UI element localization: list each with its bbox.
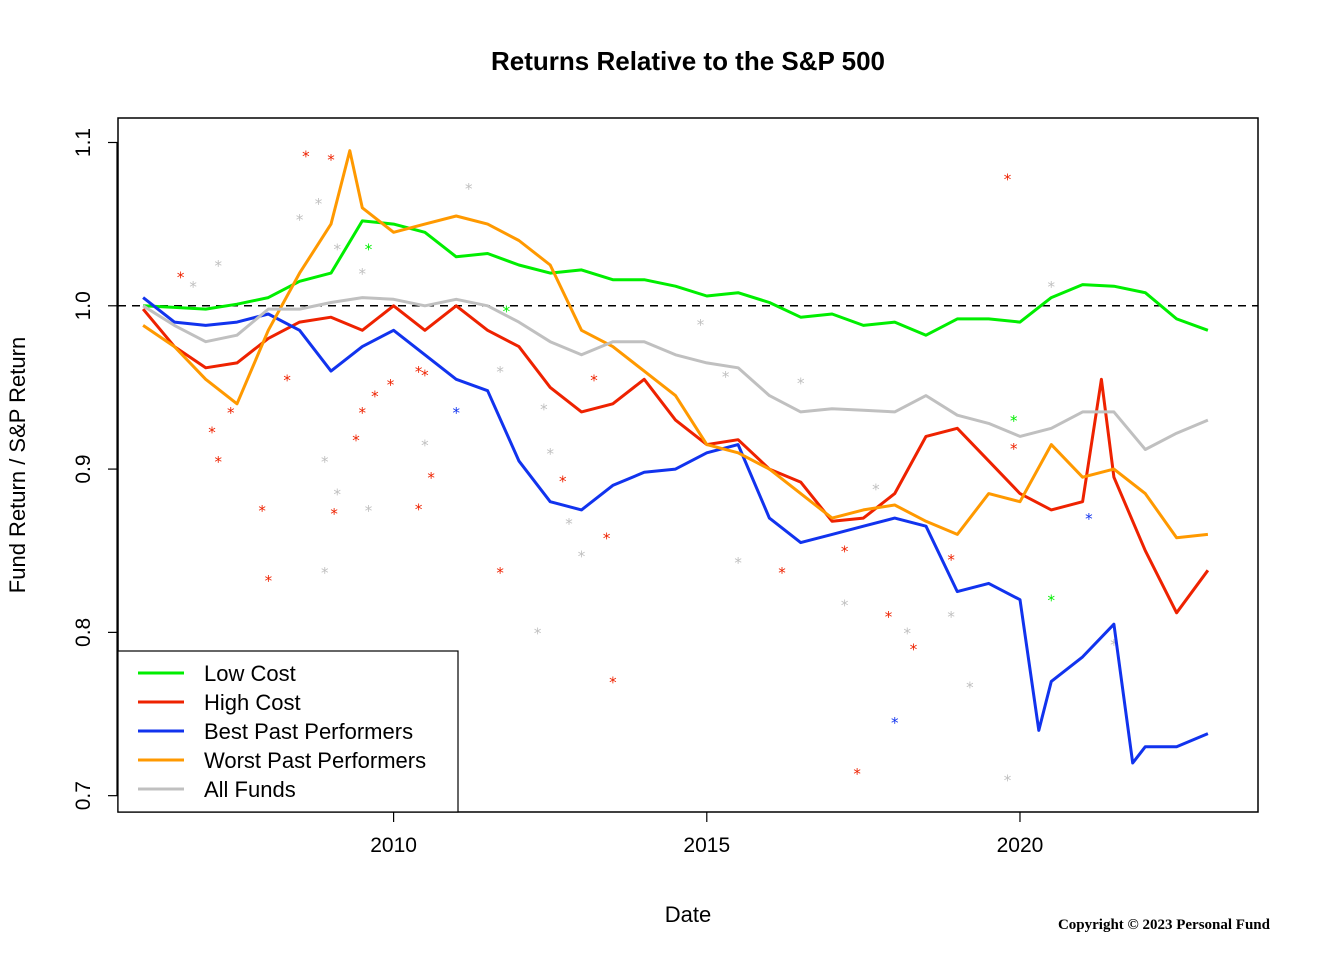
scatter-point: * [578,548,586,566]
scatter-point: * [365,241,373,259]
scatter-point: * [359,404,367,422]
scatter-point: * [214,453,222,471]
scatter-point: * [365,502,373,520]
scatter-point: * [722,368,730,386]
scatter-point: * [590,371,598,389]
scatter-point: * [496,564,504,582]
x-tick-label: 2020 [997,834,1044,857]
y-tick-label: 1.0 [72,291,95,320]
series-line-worst-past-performers [142,149,1209,540]
scatter-point: * [603,530,611,548]
scatter-point: * [885,608,893,626]
scatter-point: * [258,502,266,520]
scatter-point: * [778,564,786,582]
series-line-high-cost [141,304,1210,615]
scatter-point: * [333,241,341,259]
scatter-point: * [797,375,805,393]
scatter-point: * [540,401,548,419]
scatter-point: * [891,714,899,732]
scatter-point: * [415,363,423,381]
copyright-note: Copyright © 2023 Personal Fund [1058,917,1271,933]
chart-title: Returns Relative to the S&P 500 [491,46,885,76]
scatter-point: * [734,554,742,572]
scatter-point: * [546,445,554,463]
legend-label: Low Cost [204,661,296,686]
scatter-point: * [1010,440,1018,458]
legend: Low Cost High Cost Best Past Performers Wor… [117,650,459,813]
scatter-point: * [910,641,918,659]
series-line-all-funds [142,296,1209,451]
scatter-point: * [872,481,880,499]
scatter-point: * [565,515,573,533]
scatter-point: * [947,608,955,626]
scatter-point: * [283,371,291,389]
scatter-point: * [1004,170,1012,188]
scatter-point: * [352,432,360,450]
legend-label: All Funds [204,777,296,802]
scatter-point: * [415,500,423,518]
scatter-point: * [496,363,504,381]
scatter-point: * [1010,412,1018,430]
scatter-point: * [841,543,849,561]
y-tick-label: 0.8 [72,618,95,647]
scatter-point: * [427,469,435,487]
scatter-point: * [503,303,511,321]
scatter-point: * [966,678,974,696]
scatter-point: * [315,195,323,213]
scatter-point: * [697,316,705,334]
scatter-point: * [330,505,338,523]
scatter-point: * [465,180,473,198]
y-axis: 0.7 0.8 0.9 1.0 1.1 [72,128,118,810]
scatter-point: * [321,453,329,471]
scatter-point: * [1048,278,1056,296]
scatter-point: * [947,551,955,569]
x-axis: 2010 2015 2020 [370,812,1043,857]
y-axis-label: Fund Return / S&P Return [5,337,30,593]
scatter-point: * [903,624,911,642]
scatter-point: * [841,597,849,615]
scatter-point: * [1048,592,1056,610]
legend-label: Best Past Performers [204,719,413,744]
scatter-point: * [214,257,222,275]
scatter-point: * [302,148,310,166]
scatter-point: * [452,404,460,422]
scatter-point: * [559,473,567,491]
legend-label: Worst Past Performers [204,748,426,773]
scatter-point: * [1085,510,1093,528]
scatter-point: * [1110,636,1118,654]
scatter-point: * [534,624,542,642]
series-line-best-past-performers [142,296,1209,765]
scatter-point: * [371,388,379,406]
x-tick-label: 2010 [370,834,417,857]
scatter-point: * [296,211,304,229]
y-tick-label: 1.1 [72,128,95,157]
scatter-point: * [609,673,617,691]
scatter-point: * [359,265,367,283]
scatter-point: * [333,486,341,504]
scatter-point: * [387,376,395,394]
scatter-point: * [327,151,335,169]
scatter-point: * [421,366,429,384]
scatter-point: * [1004,771,1012,789]
x-axis-label: Date [665,902,711,927]
series-line-low-cost [143,219,1209,337]
scatter-point: * [853,765,861,783]
y-tick-label: 0.9 [72,454,95,483]
scatter-point: * [227,404,235,422]
scatter-point: * [265,572,273,590]
y-tick-label: 0.7 [72,781,95,810]
scatter-point: * [177,268,185,286]
x-tick-label: 2015 [683,834,730,857]
scatter-point: * [189,278,197,296]
scatter-point: * [321,564,329,582]
plot-frame [117,117,1259,813]
legend-label: High Cost [204,690,301,715]
scatter-point: * [421,437,429,455]
scatter-point: * [208,424,216,442]
